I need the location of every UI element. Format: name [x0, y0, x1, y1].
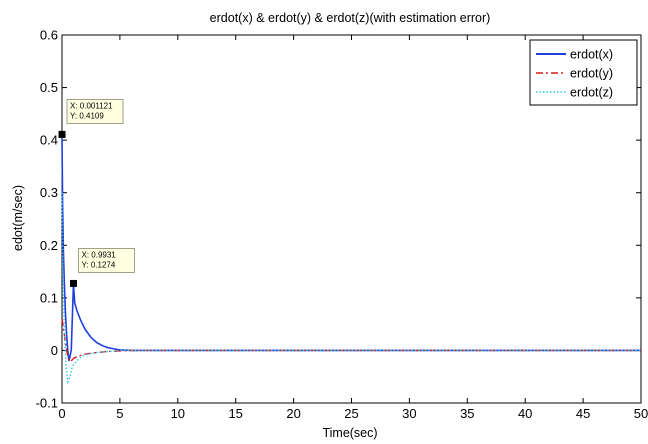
legend-label: erdot(z): [570, 86, 613, 100]
datatip-marker[interactable]: [70, 279, 78, 287]
x-tick-label: 50: [634, 406, 648, 421]
x-tick-label: 40: [518, 406, 532, 421]
datatip-marker[interactable]: [58, 130, 66, 138]
series-erdot-y: [61, 318, 641, 362]
y-tick-label: 0.5: [40, 80, 58, 95]
series-layer: [61, 134, 641, 385]
x-tick-label: 15: [228, 406, 242, 421]
y-tick-label: 0.3: [40, 185, 58, 200]
datatip-box: [66, 99, 124, 124]
x-tick-label: 20: [286, 406, 300, 421]
x-tick-label: 0: [58, 406, 65, 421]
x-tick-label: 25: [344, 406, 358, 421]
legend-label: erdot(x): [570, 48, 613, 62]
series-erdot-x: [61, 134, 641, 362]
chart-title: erdot(x) & erdot(y) & erdot(z)(with esti…: [210, 11, 491, 25]
y-tick-label: 0.2: [40, 238, 58, 253]
x-tick-label: 30: [402, 406, 416, 421]
x-tick-label: 5: [116, 406, 123, 421]
y-axis: -0.1 0 0.1 0.2 0.3 0.4 0.5 0.6: [36, 28, 641, 411]
x-tick-label: 10: [171, 406, 185, 421]
x-tick-label: 35: [460, 406, 474, 421]
x-axis-label: Time(sec): [322, 426, 377, 440]
datatip-y-label: Y: 0.4109: [70, 111, 104, 120]
y-tick-label: 0.4: [40, 133, 58, 148]
legend[interactable]: erdot(x) erdot(y) erdot(z): [529, 39, 638, 106]
y-tick-label: 0.6: [40, 28, 58, 43]
series-erdot-z: [61, 192, 641, 385]
datatip-x-label: X: 0.9931: [82, 250, 117, 259]
x-tick-label: 45: [576, 406, 590, 421]
datatip-box: [78, 248, 135, 273]
y-tick-label: -0.1: [36, 396, 58, 411]
datatip-x-label: X: 0.001121: [70, 101, 113, 110]
x-axis: 0 5 10 15 20 25 30 35 40 45 50: [58, 35, 648, 421]
legend-label: erdot(y): [570, 67, 613, 81]
y-tick-label: 0.1: [40, 290, 58, 305]
y-tick-label: 0: [51, 343, 58, 358]
y-axis-label: edot(m/sec): [11, 185, 25, 251]
datatip-y-label: Y: 0.1274: [82, 260, 116, 269]
